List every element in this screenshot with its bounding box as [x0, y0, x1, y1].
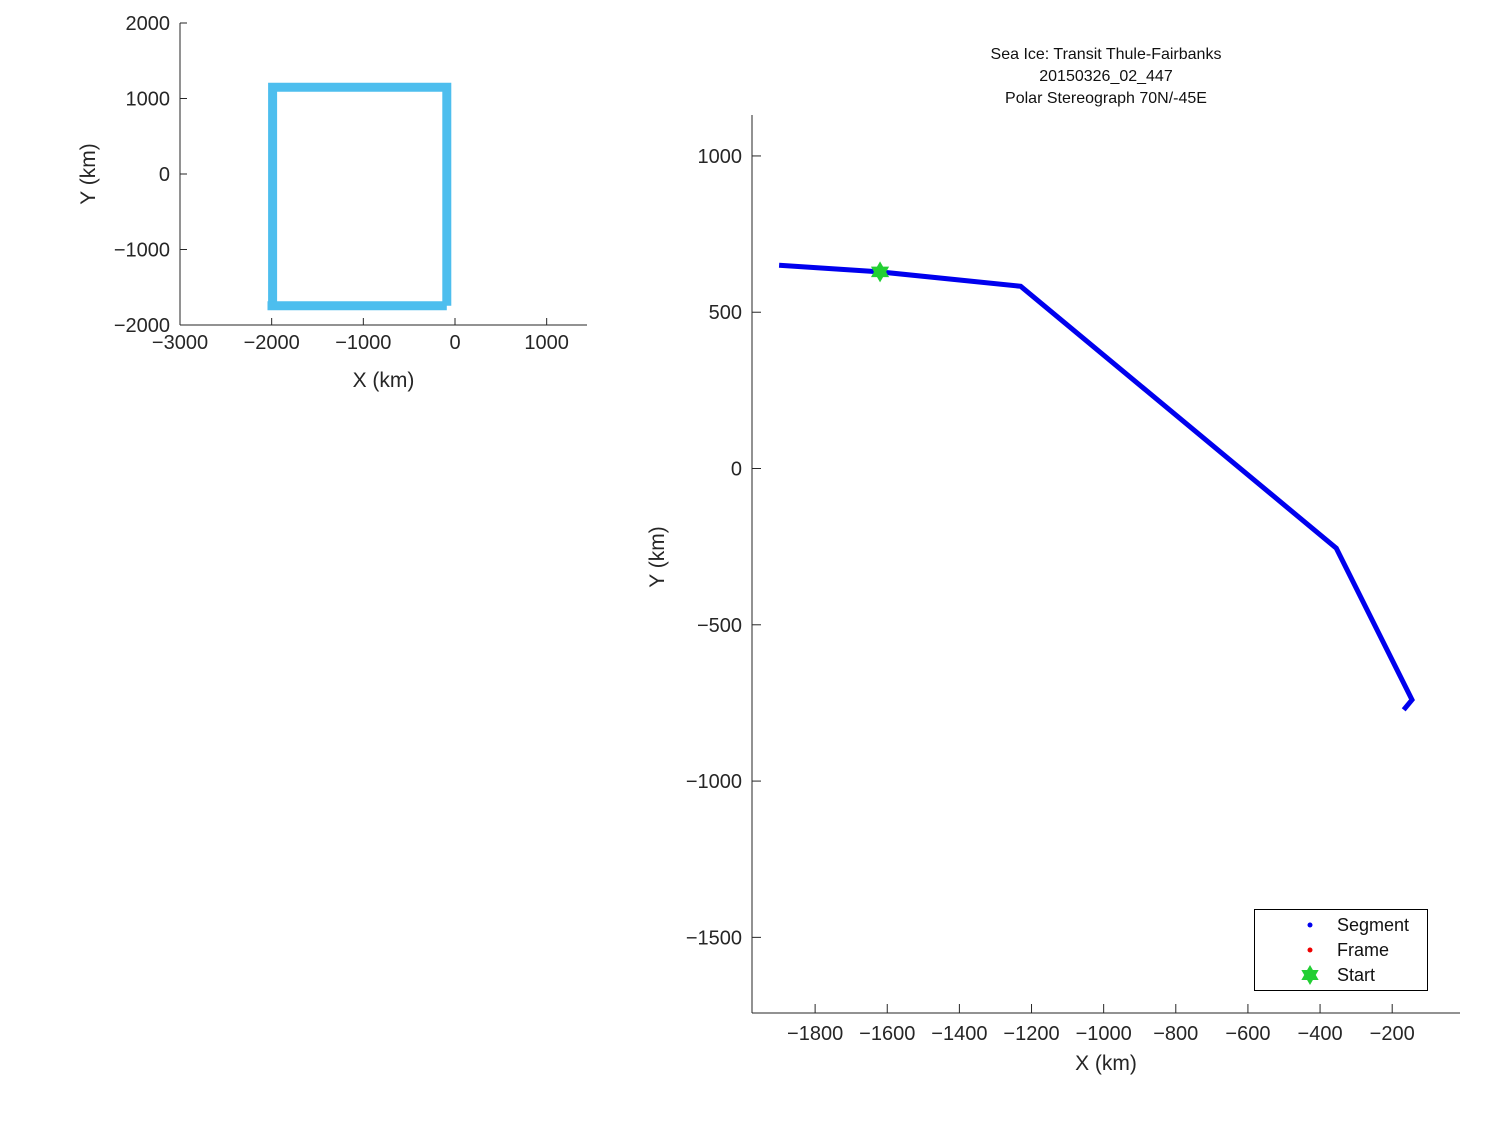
transit-segment-path [778, 262, 1415, 712]
transit-xlabel: X (km) [1075, 1052, 1137, 1075]
overview-y-tick-label: 0 [159, 164, 170, 186]
transit-x-tick-label: −400 [1298, 1023, 1343, 1045]
transit-x-tick-label: −1800 [787, 1023, 843, 1045]
overview-y-tick-label: 1000 [126, 89, 171, 111]
legend-label-frame: Frame [1337, 939, 1390, 960]
transit-x-tick-label: −1400 [931, 1023, 987, 1045]
transit-start-marker [870, 261, 890, 283]
legend-label-segment: Segment [1337, 914, 1410, 935]
plot-title-line-2: 20150326_02_447 [1039, 68, 1173, 85]
transit-x-tick-label: −800 [1153, 1023, 1198, 1045]
overview-x-tick-label: −2000 [244, 332, 300, 354]
plot-title-line-1: Sea Ice: Transit Thule-Fairbanks [990, 46, 1222, 63]
transit-x-tick-label: −600 [1225, 1023, 1270, 1045]
overview-y-tick-label: −1000 [114, 240, 170, 262]
transit-y-tick-label: 0 [731, 459, 742, 481]
legend: Segment Frame Start [1254, 909, 1428, 991]
legend-item-segment: Segment [1255, 913, 1427, 938]
transit-y-tick-label: 1000 [698, 146, 743, 168]
overview-x-tick-label: 0 [449, 332, 460, 354]
overview-y-ticks: −2000 −1000 0 1000 2000 [114, 13, 187, 337]
transit-y-tick-label: −500 [697, 615, 742, 637]
transit-x-ticks: −1800 −1600 −1400 −1200 −1000 −800 −600 −400 −20… [787, 1004, 1415, 1045]
transit-x-tick-label: −1200 [1003, 1023, 1059, 1045]
transit-y-ticks: −1500 −1000 −500 0 500 1000 [686, 146, 761, 949]
overview-x-ticks: −3000 −2000 −1000 0 1000 [152, 318, 569, 354]
legend-item-frame: Frame [1255, 938, 1427, 963]
overview-xlabel: X (km) [353, 369, 415, 392]
transit-ylabel: Y (km) [646, 526, 669, 587]
transit-x-tick-label: −1000 [1076, 1023, 1132, 1045]
segment-dot-icon [1299, 914, 1321, 936]
overview-x-tick-label: 1000 [524, 332, 569, 354]
overview-x-tick-label: −3000 [152, 332, 208, 354]
overview-x-tick-label: −1000 [335, 332, 391, 354]
plot-title-line-3: Polar Stereograph 70N/-45E [1005, 90, 1207, 107]
start-hexagram-icon [1299, 964, 1321, 986]
transit-y-tick-label: 500 [709, 302, 742, 324]
plot-title: Sea Ice: Transit Thule-Fairbanks 2015032… [856, 44, 1356, 110]
overview-y-tick-label: 2000 [126, 13, 171, 35]
legend-item-start: Start [1255, 963, 1427, 988]
transit-y-tick-label: −1500 [686, 927, 742, 949]
transit-x-tick-label: −1600 [859, 1023, 915, 1045]
transit-y-tick-label: −1000 [686, 771, 742, 793]
overview-ylabel: Y (km) [77, 143, 100, 204]
overview-y-tick-label: −2000 [114, 315, 170, 337]
legend-label-start: Start [1337, 964, 1376, 985]
frame-dot-icon [1299, 939, 1321, 961]
transit-x-tick-label: −200 [1370, 1023, 1415, 1045]
overview-swath-outline [268, 82, 452, 310]
